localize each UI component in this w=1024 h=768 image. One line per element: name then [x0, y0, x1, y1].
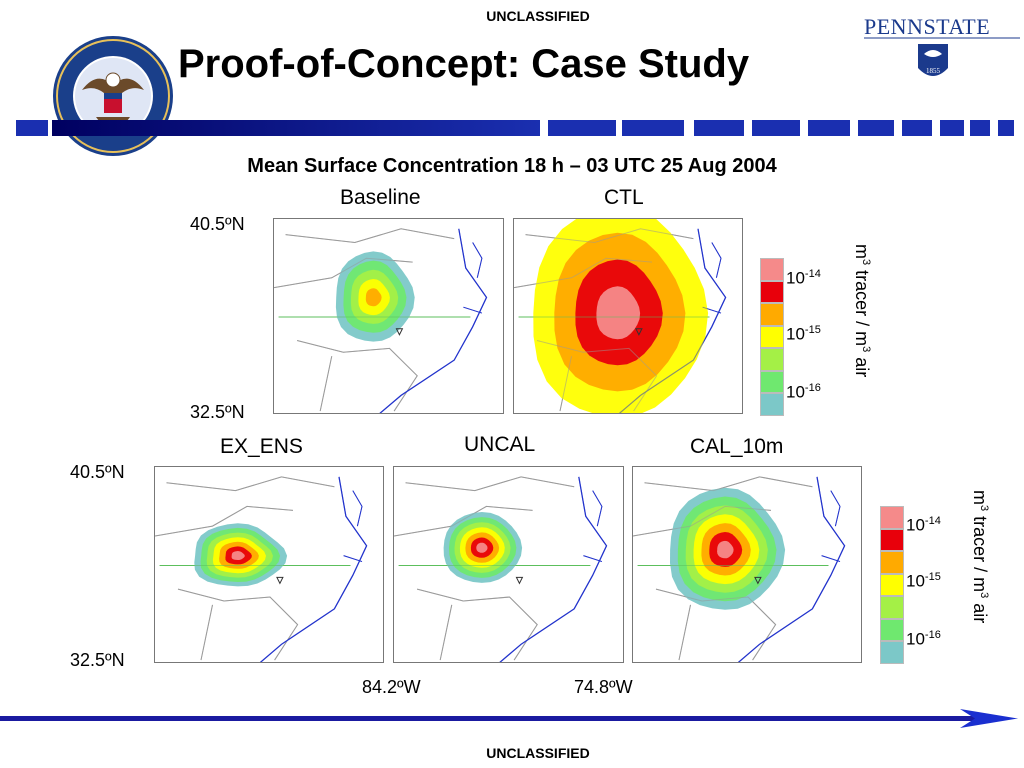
colorbar-top-tick-1: 10-14 — [786, 268, 821, 288]
lat-north-label-top: 40.5ºN — [190, 214, 245, 234]
colorbar-swatch — [760, 280, 784, 303]
panel-label-uncal: UNCAL — [464, 433, 536, 456]
release-site-marker — [515, 576, 524, 585]
colorbar-swatch — [880, 573, 904, 596]
colorbar-bottom — [880, 506, 904, 664]
colorbar-bottom-tick-1: 10-14 — [906, 515, 941, 535]
colorbar-swatch — [880, 506, 904, 529]
svg-text:1855: 1855 — [926, 67, 941, 75]
panel-label-baseline: Baseline — [340, 186, 421, 209]
colorbar-swatch — [760, 303, 784, 326]
map-baseline — [273, 218, 504, 414]
classification-banner-bottom: UNCLASSIFIED — [486, 745, 590, 761]
slide-title: Proof-of-Concept: Case Study — [178, 42, 750, 86]
colorbar-swatch — [760, 370, 784, 393]
release-site-marker — [635, 328, 643, 336]
colorbar-swatch — [880, 551, 904, 574]
footer-arrow-divider — [0, 709, 1018, 728]
lat-north-label-bottom: 40.5ºN — [70, 462, 125, 482]
dtra-seal-logo — [52, 35, 174, 157]
plume-contour — [476, 542, 488, 553]
colorbar-top-tick-3: 10-16 — [786, 382, 821, 402]
plume-contour — [231, 551, 245, 560]
lon-west-label: 84.2ºW — [362, 677, 421, 697]
map-ctl — [513, 218, 743, 414]
lon-east-label: 74.8ºW — [574, 677, 633, 697]
plume-contour — [365, 288, 382, 307]
plume-contour — [717, 540, 734, 559]
colorbar-swatch — [880, 528, 904, 551]
colorbar-swatch — [760, 325, 784, 348]
panel-label-cal-10m: CAL_10m — [690, 435, 784, 458]
release-site-marker — [754, 576, 762, 585]
colorbar-swatch — [880, 641, 904, 664]
lat-south-label-bottom: 32.5ºN — [70, 650, 125, 670]
colorbar-bottom-unit-label: m3 tracer / m3 air — [970, 490, 990, 624]
map-ex-ens — [154, 466, 384, 663]
colorbar-swatch — [760, 348, 784, 371]
plume-contour — [596, 286, 641, 340]
colorbar-swatch — [880, 596, 904, 619]
figure-subtitle: Mean Surface Concentration 18 h – 03 UTC… — [247, 155, 777, 177]
colorbar-top — [760, 258, 784, 416]
colorbar-bottom-tick-3: 10-16 — [906, 629, 941, 649]
classification-banner-top: UNCLASSIFIED — [486, 8, 590, 24]
release-site-marker — [276, 576, 284, 585]
colorbar-bottom-tick-2: 10-15 — [906, 571, 941, 591]
colorbar-swatch — [760, 393, 784, 416]
panel-label-ctl: CTL — [604, 186, 644, 209]
panel-label-ex-ens: EX_ENS — [220, 435, 303, 458]
colorbar-top-tick-2: 10-15 — [786, 324, 821, 344]
release-site-marker — [395, 328, 404, 336]
colorbar-top-unit-label: m3 tracer / m3 air — [852, 244, 872, 378]
penn-state-logo: PENNSTATE 1855 — [862, 10, 1022, 90]
svg-text:PENNSTATE: PENNSTATE — [864, 14, 990, 39]
decorative-divider — [16, 120, 1014, 136]
map-uncal — [393, 466, 624, 663]
lat-south-label-top: 32.5ºN — [190, 402, 245, 422]
map-cal-10m — [632, 466, 862, 663]
colorbar-swatch — [880, 618, 904, 641]
colorbar-swatch — [760, 258, 784, 281]
